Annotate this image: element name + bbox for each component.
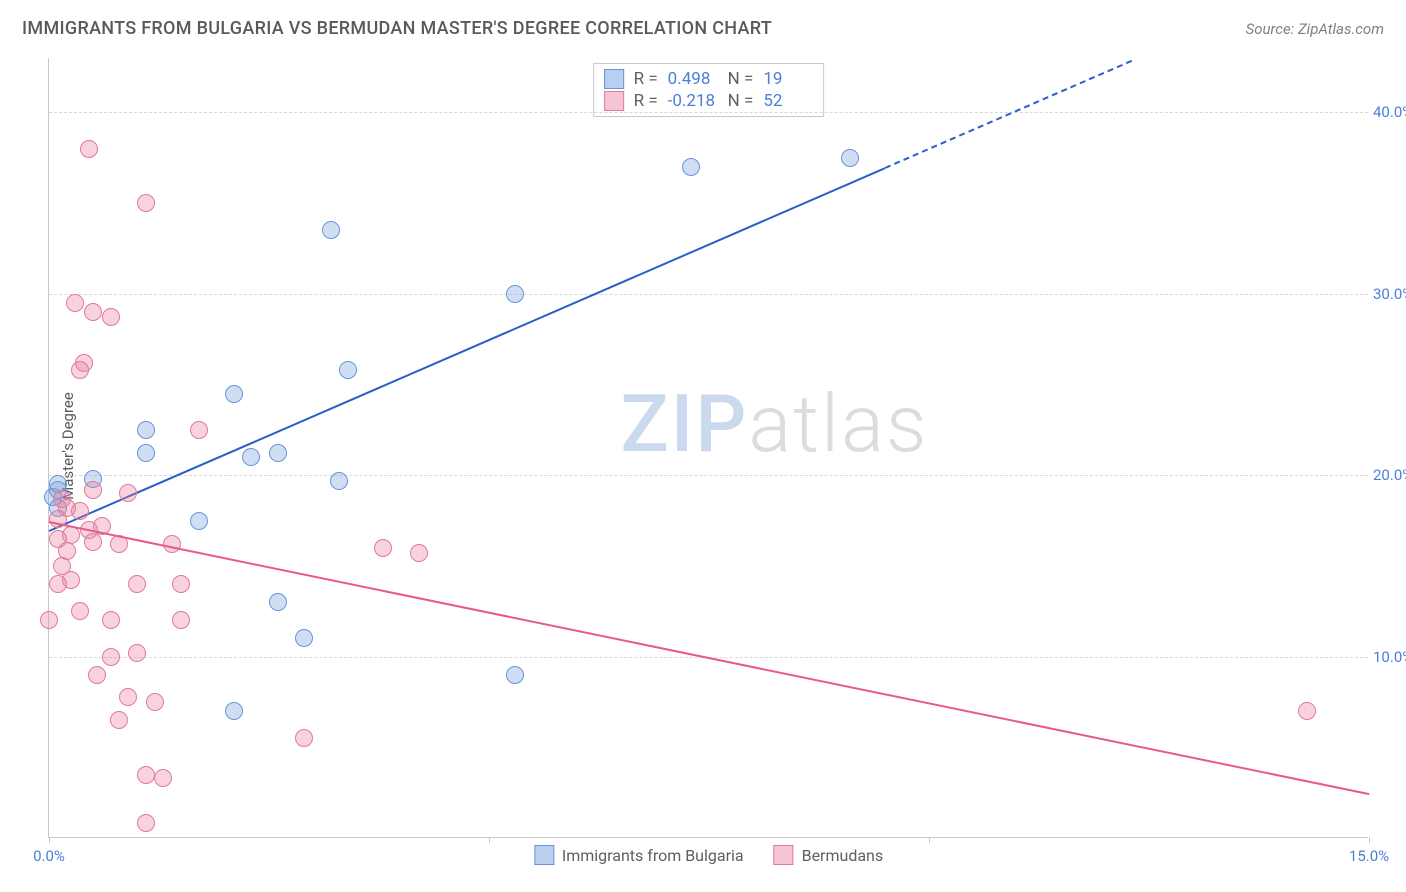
scatter-point [506,285,524,303]
scatter-point [172,575,190,593]
swatch-bermudans [604,91,624,111]
scatter-point [119,688,137,706]
scatter-point [339,361,357,379]
scatter-point [172,611,190,629]
gridline [49,112,1368,113]
x-tick-mark [1369,837,1370,843]
scatter-point [110,711,128,729]
legend-swatch-bermudans [774,845,794,865]
scatter-point [84,481,102,499]
scatter-point [71,361,89,379]
scatter-point [269,593,287,611]
scatter-point [841,149,859,167]
scatter-point [1298,702,1316,720]
r-label: R = [634,69,658,89]
stat-row-bulgaria: R = 0.498 N = 19 [604,68,814,90]
r-label: R = [634,91,658,111]
x-tick-label: 15.0% [1349,847,1389,865]
scatter-point [49,575,67,593]
swatch-bulgaria [604,69,624,89]
plot-area: ZIPatlas R = 0.498 N = 19 R = -0.218 N =… [48,58,1368,838]
x-tick-mark [929,837,930,843]
legend-swatch-bulgaria [534,845,554,865]
scatter-point [80,140,98,158]
scatter-point [154,769,172,787]
scatter-point [137,421,155,439]
legend-label-bermudans: Bermudans [802,846,884,865]
scatter-point [225,385,243,403]
y-tick-label: 20.0% [1373,466,1406,484]
scatter-point [40,611,58,629]
n-label: N = [728,69,754,89]
watermark-zip: ZIP [620,377,748,471]
watermark-atlas: atlas [748,377,928,471]
scatter-point [295,729,313,747]
x-tick-mark [49,837,50,843]
scatter-point [88,666,106,684]
scatter-point [137,194,155,212]
scatter-point [128,644,146,662]
title-bar: IMMIGRANTS FROM BULGARIA VS BERMUDAN MAS… [22,18,1384,39]
trend-line [885,60,1132,169]
scatter-point [84,303,102,321]
x-tick-mark [489,837,490,843]
watermark: ZIPatlas [620,377,928,471]
scatter-point [102,308,120,326]
r-value-bulgaria: 0.498 [668,69,718,89]
scatter-point [410,544,428,562]
scatter-point [190,421,208,439]
legend-item-bulgaria: Immigrants from Bulgaria [534,845,744,865]
source-attribution: Source: ZipAtlas.com [1246,20,1384,38]
y-tick-label: 10.0% [1373,648,1406,666]
gridline [49,475,1368,476]
trend-line [49,167,886,532]
scatter-point [137,814,155,832]
stat-row-bermudans: R = -0.218 N = 52 [604,90,814,112]
scatter-point [269,444,287,462]
scatter-point [225,702,243,720]
scatter-point [146,693,164,711]
scatter-point [682,158,700,176]
scatter-point [84,533,102,551]
chart-title: IMMIGRANTS FROM BULGARIA VS BERMUDAN MAS… [22,18,772,39]
scatter-point [119,484,137,502]
r-value-bermudans: -0.218 [668,91,718,111]
legend-item-bermudans: Bermudans [774,845,884,865]
x-tick-label: 0.0% [33,847,65,865]
legend-label-bulgaria: Immigrants from Bulgaria [562,846,744,865]
scatter-point [66,294,84,312]
scatter-point [71,502,89,520]
scatter-point [190,512,208,530]
n-value-bermudans: 52 [763,91,813,111]
y-tick-label: 30.0% [1373,285,1406,303]
scatter-point [71,602,89,620]
bottom-legend: Immigrants from Bulgaria Bermudans [534,845,883,865]
scatter-point [322,221,340,239]
gridline [49,294,1368,295]
n-label: N = [728,91,754,111]
n-value-bulgaria: 19 [763,69,813,89]
scatter-point [137,444,155,462]
scatter-point [295,629,313,647]
y-tick-label: 40.0% [1373,103,1406,121]
scatter-point [330,472,348,490]
scatter-point [128,575,146,593]
scatter-point [102,648,120,666]
correlation-stats-box: R = 0.498 N = 19 R = -0.218 N = 52 [593,63,825,117]
scatter-point [374,539,392,557]
scatter-point [137,766,155,784]
scatter-point [242,448,260,466]
scatter-point [102,611,120,629]
scatter-point [506,666,524,684]
